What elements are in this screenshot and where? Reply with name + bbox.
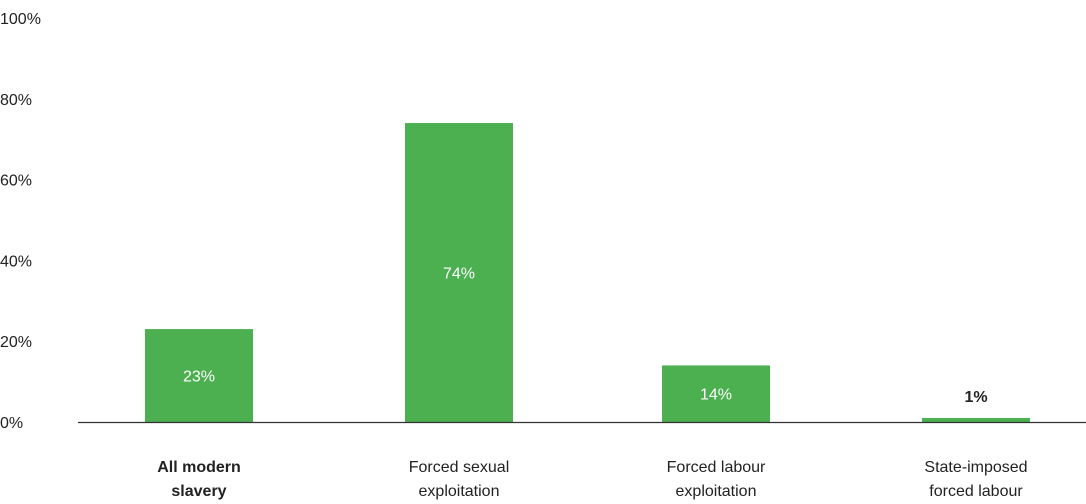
x-tick-label: Forced sexual [409,459,510,476]
x-tick-label: slavery [171,483,226,500]
y-tick-label: 60% [0,173,32,190]
y-tick-label: 0% [0,415,23,432]
y-tick-label: 80% [0,92,32,109]
x-tick-label: All modern [157,459,241,476]
y-tick-label: 40% [0,253,32,270]
category-labels: All modern slavery Forced sexual exploitati… [157,459,1027,500]
data-label: 23% [183,369,215,386]
x-tick-label: State-imposed [924,459,1027,476]
x-tick-label: forced labour [929,483,1023,500]
bar [405,123,513,422]
x-tick-label: exploitation [676,483,757,500]
y-axis-ticks: 0% 20% 40% 60% 80% 100% [0,11,41,432]
y-tick-label: 100% [0,11,41,28]
x-tick-label: exploitation [419,483,500,500]
data-label: 1% [964,389,987,406]
data-label: 74% [443,266,475,283]
y-tick-label: 20% [0,334,32,351]
bar [662,365,770,422]
bar [922,417,1030,422]
data-label: 14% [700,387,732,404]
bar [145,329,253,422]
x-tick-label: Forced labour [667,459,766,476]
bar-series: 23% 74% 14% 1% [145,123,1030,422]
